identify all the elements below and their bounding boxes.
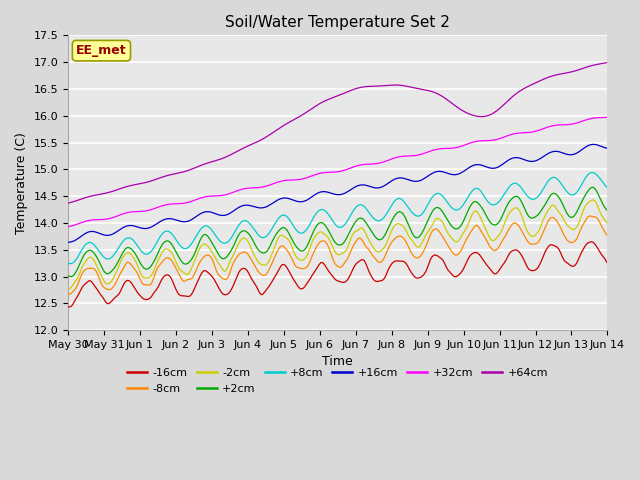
- X-axis label: Time: Time: [323, 355, 353, 369]
- -8cm: [369, 252, 376, 258]
- +16cm: [512, 155, 520, 160]
- -8cm: [64, 291, 72, 297]
- -2cm: [66, 286, 74, 292]
- +64cm: [367, 84, 374, 89]
- Line: -2cm: -2cm: [68, 200, 607, 289]
- +64cm: [512, 91, 520, 97]
- +2cm: [369, 230, 376, 236]
- +16cm: [604, 145, 611, 151]
- +2cm: [185, 260, 193, 265]
- +64cm: [183, 168, 191, 174]
- +2cm: [64, 273, 72, 278]
- Line: -16cm: -16cm: [68, 242, 607, 307]
- -16cm: [64, 304, 72, 310]
- -2cm: [64, 286, 72, 292]
- -16cm: [227, 288, 234, 294]
- +8cm: [369, 214, 376, 220]
- -8cm: [513, 221, 521, 227]
- +64cm: [64, 200, 72, 206]
- -16cm: [66, 304, 74, 310]
- +2cm: [589, 184, 596, 190]
- +8cm: [72, 257, 80, 263]
- Y-axis label: Temperature (C): Temperature (C): [15, 132, 28, 234]
- Line: +64cm: +64cm: [68, 62, 607, 203]
- -2cm: [513, 205, 521, 211]
- -16cm: [588, 239, 595, 245]
- +16cm: [589, 142, 596, 147]
- -2cm: [589, 197, 596, 203]
- -8cm: [66, 291, 74, 297]
- +8cm: [507, 182, 515, 188]
- +16cm: [225, 211, 233, 216]
- -2cm: [604, 221, 611, 227]
- -16cm: [369, 275, 376, 281]
- +16cm: [506, 157, 513, 163]
- Legend: -16cm, -8cm, -2cm, +2cm, +8cm, +16cm, +32cm, +64cm: -16cm, -8cm, -2cm, +2cm, +8cm, +16cm, +3…: [123, 364, 553, 398]
- Line: +8cm: +8cm: [68, 172, 607, 264]
- +32cm: [367, 161, 374, 167]
- Text: EE_met: EE_met: [76, 44, 127, 57]
- -8cm: [604, 233, 611, 239]
- +32cm: [70, 222, 78, 228]
- +8cm: [64, 260, 72, 266]
- +64cm: [70, 198, 78, 204]
- +64cm: [506, 96, 513, 102]
- -16cm: [185, 294, 193, 300]
- Line: +32cm: +32cm: [68, 117, 607, 227]
- -2cm: [227, 257, 234, 263]
- +2cm: [507, 197, 515, 203]
- Line: +2cm: +2cm: [68, 187, 607, 276]
- -8cm: [507, 223, 515, 229]
- +8cm: [604, 185, 611, 191]
- +64cm: [225, 153, 233, 158]
- +32cm: [512, 131, 520, 136]
- +2cm: [227, 249, 234, 254]
- +32cm: [183, 200, 191, 205]
- +8cm: [513, 181, 521, 187]
- +32cm: [604, 114, 611, 120]
- -2cm: [369, 243, 376, 249]
- -8cm: [72, 285, 80, 291]
- -16cm: [72, 296, 80, 301]
- +8cm: [588, 169, 595, 175]
- -2cm: [507, 208, 515, 214]
- +16cm: [183, 218, 191, 224]
- -16cm: [604, 260, 611, 266]
- +8cm: [66, 261, 74, 266]
- +2cm: [513, 193, 521, 199]
- +16cm: [367, 184, 374, 190]
- -2cm: [72, 277, 80, 283]
- +16cm: [64, 240, 72, 245]
- +32cm: [225, 191, 233, 197]
- Line: -8cm: -8cm: [68, 216, 607, 294]
- -16cm: [513, 248, 521, 253]
- Line: +16cm: +16cm: [68, 144, 607, 242]
- +16cm: [70, 238, 78, 243]
- +2cm: [67, 274, 75, 279]
- -8cm: [227, 267, 234, 273]
- Title: Soil/Water Temperature Set 2: Soil/Water Temperature Set 2: [225, 15, 450, 30]
- +64cm: [604, 60, 611, 65]
- -8cm: [185, 276, 193, 282]
- +32cm: [506, 132, 513, 138]
- +8cm: [227, 236, 234, 241]
- -8cm: [586, 213, 593, 219]
- +2cm: [604, 208, 611, 214]
- +8cm: [185, 244, 193, 250]
- +2cm: [72, 269, 80, 275]
- -2cm: [185, 271, 193, 276]
- +32cm: [64, 224, 72, 229]
- -16cm: [507, 249, 515, 255]
